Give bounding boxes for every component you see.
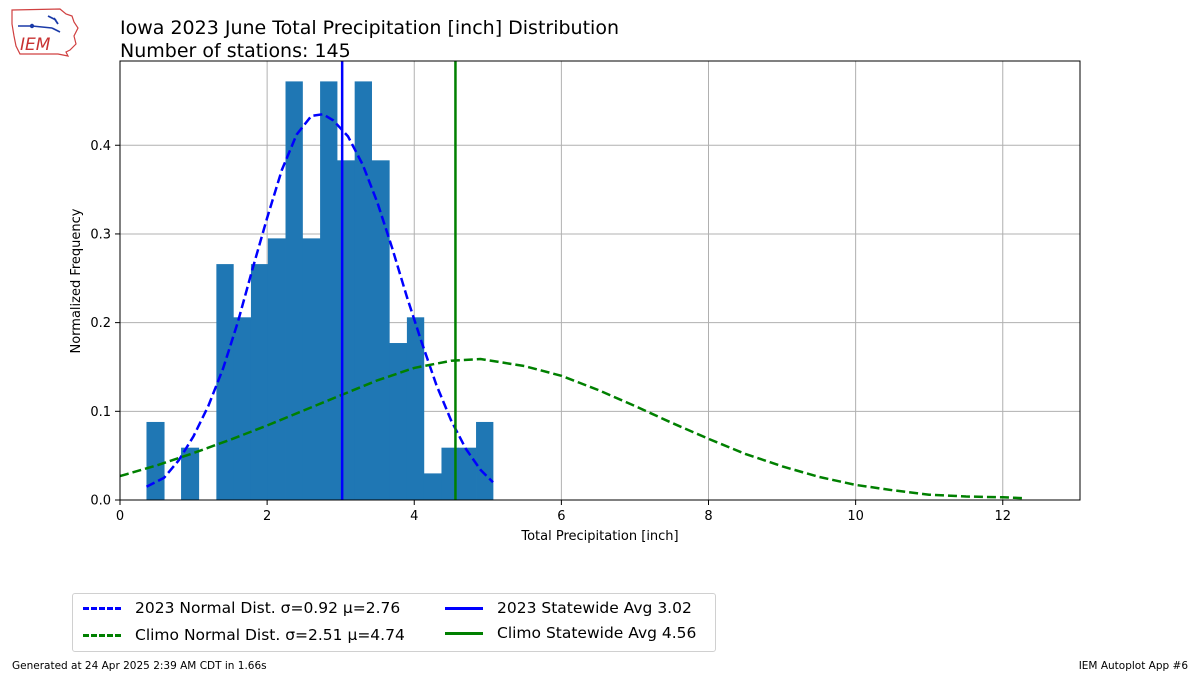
legend-item-climo-avg: Climo Statewide Avg 4.56: [445, 624, 696, 642]
x-tick-label: 8: [704, 509, 712, 524]
legend-item-obs-avg: 2023 Statewide Avg 3.02: [445, 599, 692, 617]
chart-subtitle: Number of stations: 145: [120, 40, 351, 62]
legend-label-climo-normal: Climo Normal Dist. σ=2.51 μ=4.74: [135, 626, 405, 644]
histogram-bar: [320, 81, 338, 500]
y-tick-label: 0.4: [90, 139, 111, 154]
histogram-bar: [267, 238, 286, 501]
legend-swatch-obs-avg: [445, 606, 483, 610]
x-tick-label: 12: [994, 509, 1011, 524]
histogram-bar: [250, 264, 269, 500]
x-tick-label: 10: [847, 509, 864, 524]
legend-swatch-climo-normal: [83, 633, 121, 637]
histogram-bar: [181, 447, 200, 500]
histogram-bar: [458, 447, 477, 500]
legend-swatch-climo-avg: [445, 631, 483, 635]
histogram-bar: [285, 81, 303, 500]
climo-normal-curve: [119, 357, 1025, 500]
histogram-bar: [302, 238, 321, 501]
histogram-bar: [233, 317, 252, 500]
y-tick-label: 0.2: [90, 316, 111, 331]
histogram-chart: 0 2 4 6 8 10 12 0.0 0.1 0.2 0.3 0.4 Total Precipita…: [69, 60, 1081, 544]
x-tick-label: 0: [116, 509, 124, 524]
x-tick-label: 4: [410, 509, 418, 524]
generated-timestamp: Generated at 24 Apr 2025 2:39 AM CDT in …: [12, 660, 267, 672]
histogram-bar: [371, 160, 390, 501]
histogram-bar: [337, 160, 356, 501]
obs-normal-curve: [145, 112, 494, 488]
histogram-bar: [389, 343, 408, 500]
histogram-bar: [216, 264, 234, 500]
legend: 2023 Normal Dist. σ=0.92 μ=2.76 Climo No…: [72, 593, 716, 652]
iem-logo: IEM: [11, 8, 79, 57]
y-axis-label: Normalized Frequency: [69, 208, 84, 353]
legend-label-obs-normal: 2023 Normal Dist. σ=0.92 μ=2.76: [135, 599, 401, 617]
y-tick-label: 0.1: [90, 405, 111, 420]
legend-swatch-obs-normal: [83, 606, 121, 610]
legend-item-climo-normal: Climo Normal Dist. σ=2.51 μ=4.74: [83, 626, 405, 644]
plot-frame: [119, 60, 1081, 501]
ticks-layer: 0 2 4 6 8 10 12 0.0 0.1 0.2 0.3 0.4: [90, 139, 1011, 524]
histogram-bar: [354, 81, 372, 500]
iowa-outline: [11, 8, 79, 57]
legend-label-obs-avg: 2023 Statewide Avg 3.02: [497, 599, 692, 617]
y-tick-label: 0.0: [90, 494, 111, 509]
y-tick-label: 0.3: [90, 227, 111, 242]
app-label: IEM Autoplot App #6: [1078, 660, 1188, 672]
logo-text: IEM: [20, 35, 51, 55]
legend-item-obs-normal: 2023 Normal Dist. σ=0.92 μ=2.76: [83, 599, 400, 617]
x-tick-label: 2: [263, 509, 271, 524]
legend-label-climo-avg: Climo Statewide Avg 4.56: [497, 624, 697, 642]
histogram-bar: [476, 421, 494, 500]
x-axis-label: Total Precipitation [inch]: [520, 529, 678, 544]
histogram-bar: [423, 473, 442, 500]
bars-layer: [146, 81, 494, 501]
chart-title: Iowa 2023 June Total Precipitation [inch…: [120, 17, 619, 39]
x-tick-label: 6: [557, 509, 565, 524]
lines-layer: [119, 61, 1025, 500]
histogram-bar: [146, 421, 165, 500]
histogram-bar: [406, 317, 425, 500]
